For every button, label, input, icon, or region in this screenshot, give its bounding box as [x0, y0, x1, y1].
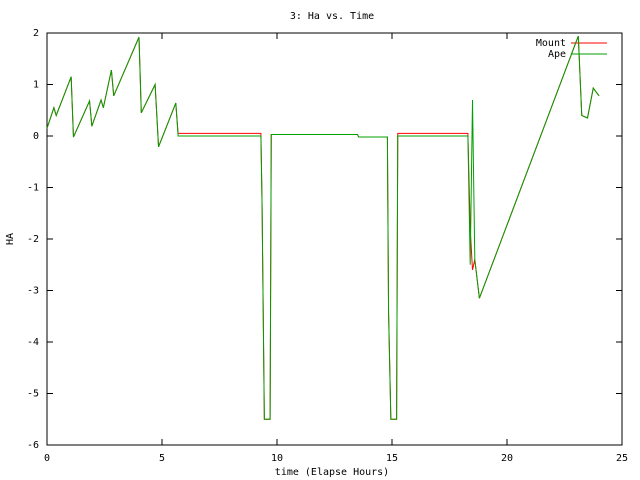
series-line	[46, 35, 600, 420]
legend-label: Ape	[548, 49, 566, 60]
y-tick-label: -6	[27, 440, 39, 451]
y-tick-label: -1	[27, 183, 39, 194]
y-tick-label: 2	[33, 28, 39, 39]
y-tick-label: -4	[27, 337, 39, 348]
chart-title: 3: Ha vs. Time	[290, 11, 374, 22]
y-tick-label: -5	[27, 389, 39, 400]
y-axis-label: HA	[5, 233, 16, 245]
y-tick-label: 1	[33, 80, 39, 91]
y-tick-label: -3	[27, 286, 39, 297]
x-tick-label: 15	[386, 453, 398, 464]
x-axis-label: time (Elapse Hours)	[275, 467, 389, 478]
legend-label: Mount	[536, 38, 566, 49]
y-tick-label: -2	[27, 234, 39, 245]
x-tick-label: 20	[501, 453, 513, 464]
x-tick-label: 5	[159, 453, 165, 464]
y-tick-label: 0	[33, 131, 39, 142]
x-tick-label: 10	[271, 453, 283, 464]
x-tick-label: 25	[616, 453, 628, 464]
x-tick-label: 0	[44, 453, 50, 464]
